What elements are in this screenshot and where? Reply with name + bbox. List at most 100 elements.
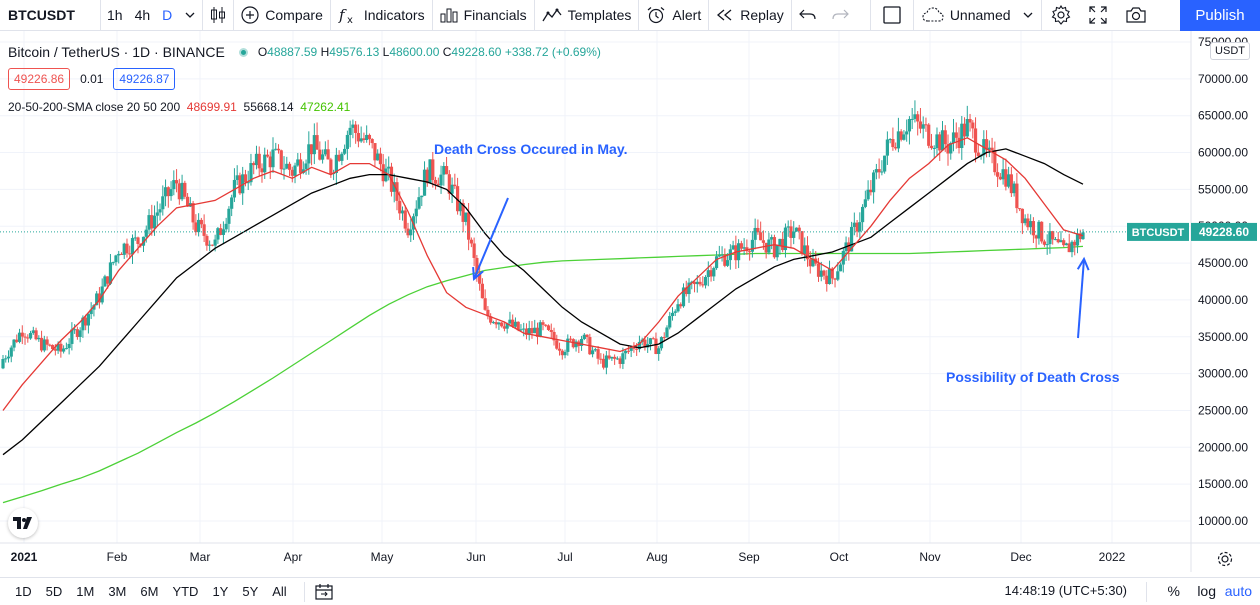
legend-title[interactable]: Bitcoin / TetherUS · 1D · BINANCE <box>8 44 225 60</box>
candle <box>337 150 341 162</box>
range-5y-button[interactable]: 5Y <box>242 584 259 599</box>
candle <box>962 117 967 146</box>
candle <box>852 212 856 236</box>
timeframe-1h-button[interactable]: 1h <box>107 7 123 23</box>
time-axis[interactable]: 2021 Feb Mar Apr May Jun Jul Aug Sep Oct Nov Dec 202… <box>11 550 1233 567</box>
candle <box>177 178 181 205</box>
templates-button[interactable]: Templates <box>535 0 639 31</box>
layout-name-button[interactable]: Unnamed <box>914 0 1041 31</box>
tradingview-logo-icon <box>13 517 32 529</box>
price-axis[interactable]: 75000.0070000.0065000.0060000.0055000.00… <box>1198 35 1248 528</box>
price-chart[interactable]: 75000.0070000.0065000.0060000.0055000.00… <box>0 31 1260 572</box>
percent-scale-toggle[interactable]: % <box>1167 583 1180 599</box>
clock-timezone-button[interactable]: 14:48:19 (UTC+5:30) <box>1004 583 1127 598</box>
candle <box>624 349 628 360</box>
range-1m-button[interactable]: 1M <box>76 584 95 599</box>
candle <box>150 204 154 236</box>
candle <box>108 253 113 286</box>
candle <box>894 142 898 151</box>
sma200-path <box>2 245 1084 504</box>
candle <box>880 160 884 176</box>
candle <box>271 137 275 173</box>
candle <box>883 155 887 174</box>
candle <box>679 302 683 309</box>
calendar-icon <box>315 583 333 600</box>
candle <box>728 244 732 270</box>
candle <box>737 239 741 269</box>
toolbar-divider <box>100 0 101 31</box>
range-all-button[interactable]: All <box>272 584 287 599</box>
candle <box>891 127 895 151</box>
currency-button[interactable]: USDT <box>1210 42 1250 60</box>
candle <box>406 222 410 238</box>
snapshot-button[interactable] <box>1116 0 1156 31</box>
range-1d-button[interactable]: 1D <box>15 584 32 599</box>
candle <box>538 320 542 338</box>
candle <box>662 332 666 342</box>
candle <box>513 317 518 329</box>
symbol-search-button[interactable]: BTCUSDT <box>8 7 75 23</box>
candle <box>673 309 677 317</box>
chart-type-button[interactable] <box>203 0 233 31</box>
candle <box>17 328 22 344</box>
high-value: 49576.13 <box>329 45 380 59</box>
candle <box>425 167 429 187</box>
alarm-clock-icon <box>648 7 665 24</box>
candle <box>913 100 917 123</box>
candle <box>227 206 231 233</box>
candle <box>916 111 920 136</box>
range-5d-button[interactable]: 5D <box>45 584 63 599</box>
timeframe-4h-button[interactable]: 4h <box>134 7 151 23</box>
buy-button[interactable]: 49226.87 <box>113 68 176 90</box>
candle <box>786 220 790 237</box>
range-ytd-button[interactable]: YTD <box>172 584 199 599</box>
sma-legend-label: 20-50-200-SMA close 20 50 200 <box>8 100 181 114</box>
auto-scale-toggle[interactable]: auto <box>1224 583 1252 599</box>
range-1y-button[interactable]: 1Y <box>212 584 229 599</box>
replay-button[interactable]: Replay <box>709 0 791 31</box>
redo-button[interactable] <box>824 0 856 31</box>
candle <box>216 227 220 244</box>
bar-chart-icon <box>440 8 458 23</box>
candle <box>681 283 686 308</box>
compare-button[interactable]: Compare <box>234 0 330 31</box>
buy-sell-panel: 49226.86 0.01 49226.87 <box>8 68 176 90</box>
financials-button[interactable]: Financials <box>433 0 534 31</box>
candle <box>783 223 788 258</box>
candle <box>254 145 259 170</box>
sell-button[interactable]: 49226.86 <box>8 68 71 90</box>
toolbar-divider <box>233 0 235 31</box>
log-scale-toggle[interactable]: log <box>1197 583 1216 599</box>
chart-area[interactable]: 75000.0070000.0065000.0060000.0055000.00… <box>0 31 1260 572</box>
undo-button[interactable] <box>792 0 824 31</box>
candle <box>152 205 157 236</box>
timeframe-d-button[interactable]: D <box>162 7 173 23</box>
annotation-dec[interactable]: Possibility of Death Cross <box>946 369 1120 385</box>
candle <box>648 337 653 351</box>
candle <box>524 323 529 340</box>
candle <box>599 353 603 364</box>
candle <box>764 242 768 259</box>
tradingview-logo[interactable] <box>8 508 38 538</box>
fullscreen-button[interactable] <box>1080 0 1116 31</box>
axis-settings-gear-icon[interactable] <box>1217 551 1233 567</box>
candle <box>50 344 55 350</box>
sma50-path <box>2 148 1084 456</box>
candle <box>1075 228 1080 254</box>
candle <box>951 118 956 152</box>
goto-date-button[interactable] <box>315 583 333 600</box>
candle <box>838 262 843 272</box>
range-6m-button[interactable]: 6M <box>140 584 159 599</box>
annotation-may[interactable]: Death Cross Occured in May. <box>434 141 628 157</box>
settings-button[interactable] <box>1042 0 1080 31</box>
time-tick-label: Sep <box>738 550 760 564</box>
range-3m-button[interactable]: 3M <box>108 584 127 599</box>
timeframe-dropdown-button[interactable] <box>178 0 202 31</box>
candle <box>362 132 366 144</box>
alert-button[interactable]: Alert <box>639 0 708 31</box>
candle <box>122 242 126 259</box>
publish-button[interactable]: Publish <box>1180 0 1260 31</box>
sma-legend[interactable]: 20-50-200-SMA close 20 50 200 48699.91 5… <box>8 100 350 114</box>
fullscreen-layout-button[interactable] <box>871 0 913 31</box>
